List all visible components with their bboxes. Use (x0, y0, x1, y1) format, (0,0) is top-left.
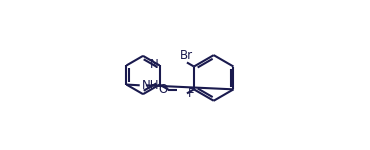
Text: N: N (150, 58, 158, 71)
Text: F: F (188, 87, 195, 100)
Text: O: O (158, 83, 168, 96)
Text: NH: NH (141, 79, 159, 92)
Text: Br: Br (180, 49, 194, 62)
